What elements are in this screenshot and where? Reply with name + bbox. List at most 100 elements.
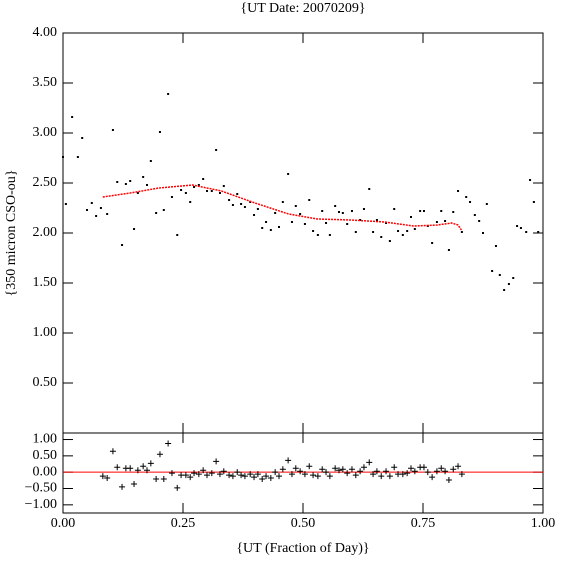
- data-point: [537, 231, 540, 233]
- residual-marker: [450, 466, 457, 473]
- x-tick-label: 1.00: [531, 516, 556, 531]
- fit-line: [102, 184, 463, 231]
- residual-marker: [195, 471, 202, 478]
- data-point: [435, 221, 438, 223]
- data-point: [465, 196, 468, 198]
- y-tick-label: 1.00: [33, 325, 58, 340]
- data-point: [162, 209, 165, 211]
- data-point: [193, 186, 196, 188]
- residual-marker: [238, 472, 245, 479]
- data-point: [256, 208, 259, 210]
- residual-marker: [134, 467, 141, 474]
- data-point: [146, 184, 148, 186]
- residual-marker: [288, 471, 295, 478]
- data-point: [197, 184, 200, 186]
- residual-marker: [263, 473, 270, 480]
- data-point: [64, 203, 67, 205]
- data-point: [278, 226, 280, 228]
- data-point: [308, 199, 311, 201]
- residual-marker: [234, 469, 241, 476]
- data-point: [167, 93, 170, 95]
- data-point: [95, 215, 98, 217]
- residual-marker: [370, 471, 377, 478]
- data-point: [106, 213, 109, 215]
- data-point: [516, 225, 519, 227]
- y-axis-label: {350 micron CSO-ou}: [4, 170, 19, 297]
- residual-marker: [204, 472, 210, 479]
- data-point: [507, 283, 510, 285]
- data-point: [206, 190, 208, 192]
- data-point: [473, 214, 476, 216]
- x-tick-label: 0.75: [411, 516, 436, 531]
- residual-marker: [323, 469, 330, 476]
- residual-marker: [226, 472, 233, 479]
- data-point: [71, 116, 74, 118]
- data-point: [86, 209, 88, 211]
- data-point: [397, 230, 400, 232]
- data-point: [529, 179, 532, 181]
- data-point: [485, 203, 488, 205]
- data-point: [142, 176, 145, 178]
- data-point: [393, 208, 396, 210]
- data-point: [265, 221, 268, 223]
- residual-marker: [344, 470, 351, 477]
- residual-marker: [366, 459, 373, 466]
- data-point: [362, 208, 365, 210]
- data-point: [380, 236, 383, 238]
- data-point: [519, 227, 522, 229]
- residual-marker: [458, 471, 465, 478]
- data-point: [375, 219, 378, 221]
- residual-marker: [438, 465, 445, 472]
- y-tick-label: 4.00: [33, 25, 58, 40]
- y-tick-label: 3.50: [33, 75, 58, 90]
- data-point: [218, 192, 221, 194]
- residual-marker: [168, 470, 175, 477]
- residual-marker: [99, 473, 106, 480]
- data-point: [388, 240, 391, 242]
- residual-marker: [408, 465, 414, 472]
- residual-marker: [259, 476, 266, 483]
- data-point: [359, 219, 362, 221]
- residual-marker: [391, 464, 398, 471]
- data-point: [281, 201, 284, 203]
- data-point: [210, 190, 213, 192]
- data-point: [236, 193, 239, 195]
- residual-marker: [314, 473, 321, 480]
- residual-marker: [455, 463, 462, 470]
- y-tick-label: 0.00: [33, 464, 58, 479]
- residual-marker: [174, 484, 181, 491]
- data-point: [180, 189, 183, 191]
- residual-marker: [297, 468, 304, 475]
- residual-marker: [310, 472, 317, 479]
- data-point: [469, 201, 472, 203]
- residual-marker: [279, 466, 286, 473]
- data-point: [228, 199, 231, 201]
- residual-marker: [127, 465, 134, 472]
- data-point: [90, 202, 93, 204]
- data-point: [133, 228, 136, 230]
- data-point: [303, 223, 306, 225]
- data-point: [372, 231, 375, 233]
- y-tick-label: 1.00: [33, 432, 58, 447]
- residual-marker: [165, 440, 172, 447]
- data-point: [419, 210, 422, 212]
- residual-marker: [339, 466, 346, 473]
- residual-marker: [373, 468, 380, 475]
- data-point: [385, 222, 388, 224]
- data-point: [269, 229, 272, 231]
- residual-marker: [429, 474, 436, 481]
- data-point: [491, 270, 494, 272]
- data-point: [328, 234, 331, 236]
- data-point: [354, 231, 357, 233]
- data-point: [231, 204, 234, 206]
- data-point: [294, 205, 297, 207]
- y-tick-label: −1.00: [25, 497, 57, 512]
- data-point: [503, 289, 506, 291]
- data-point: [158, 131, 161, 133]
- data-point: [116, 181, 119, 183]
- data-point: [478, 220, 481, 222]
- data-point: [240, 203, 243, 205]
- data-point: [447, 249, 450, 251]
- chart-title: {UT Date: 20070209}: [240, 1, 365, 16]
- y-tick-label: 2.00: [33, 225, 58, 240]
